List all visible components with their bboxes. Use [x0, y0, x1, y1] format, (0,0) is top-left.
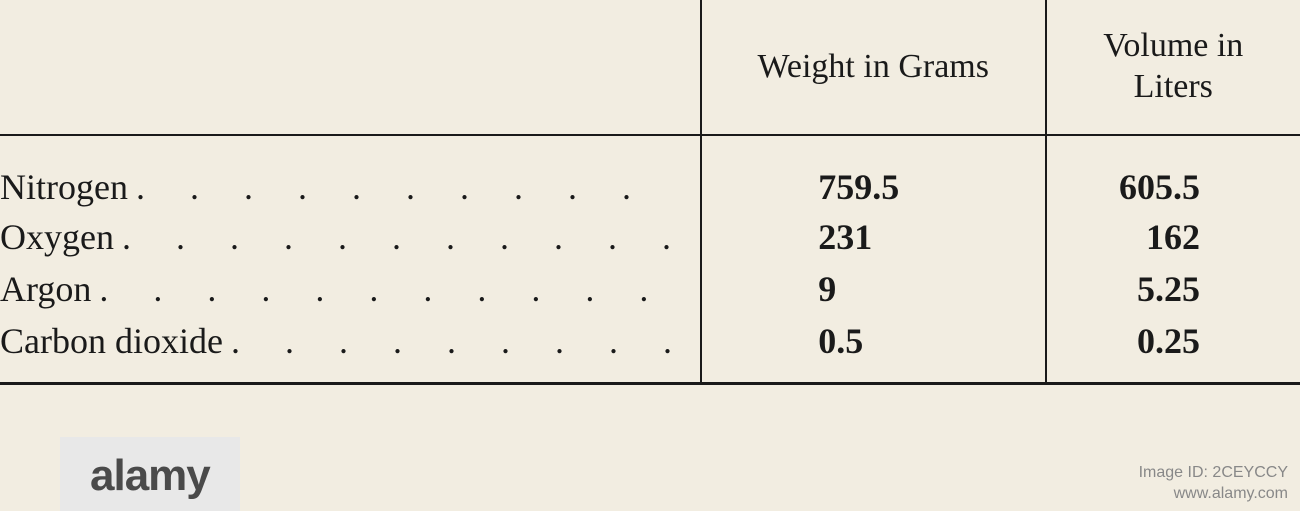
- row-volume-cell: 162: [1046, 212, 1300, 264]
- alamy-logo: alamy: [60, 437, 240, 511]
- header-weight-column: Weight in Grams: [701, 0, 1046, 135]
- gas-composition-table-container: Weight in Grams Volume in Liters Nitroge…: [0, 0, 1300, 385]
- row-label-cell: Argon. . . . . . . . . . .: [0, 264, 701, 316]
- table-row: Nitrogen. . . . . . . . . . 759.5 605.5: [0, 135, 1300, 212]
- row-weight-cell: 759.5: [701, 135, 1046, 212]
- header-volume-line2: Liters: [1134, 68, 1213, 105]
- leader-dots: . . . . . . . . .: [231, 321, 690, 361]
- row-volume-cell: 605.5: [1046, 135, 1300, 212]
- weight-value: 9: [818, 268, 928, 310]
- header-weight-text: Weight in Grams: [758, 48, 989, 85]
- weight-value: 759.5: [818, 166, 928, 208]
- row-weight-cell: 0.5: [701, 316, 1046, 382]
- alamy-logo-text: alamy: [90, 451, 210, 500]
- gas-name: Oxygen: [0, 217, 114, 257]
- leader-dots: . . . . . . . . . .: [136, 167, 649, 207]
- table-row: Carbon dioxide. . . . . . . . . 0.5 0.25: [0, 316, 1300, 382]
- leader-dots: . . . . . . . . . . .: [99, 269, 666, 309]
- image-id-text: Image ID: 2CEYCCY: [1139, 464, 1288, 481]
- volume-value: 0.25: [1137, 321, 1200, 361]
- watermark-container: alamy Image ID: 2CEYCCY www.alamy.com: [0, 437, 1300, 511]
- row-label-cell: Carbon dioxide. . . . . . . . .: [0, 316, 701, 382]
- header-volume-line1: Volume in: [1103, 27, 1243, 64]
- table-bottom-rule: [0, 382, 1300, 385]
- header-volume-column: Volume in Liters: [1046, 0, 1300, 135]
- volume-value: 5.25: [1137, 269, 1200, 309]
- row-label-cell: Oxygen. . . . . . . . . . .: [0, 212, 701, 264]
- table-header-row: Weight in Grams Volume in Liters: [0, 0, 1300, 135]
- table-row: Argon. . . . . . . . . . . 9 5.25: [0, 264, 1300, 316]
- leader-dots: . . . . . . . . . . .: [122, 217, 689, 257]
- table-row: Oxygen. . . . . . . . . . . 231 162: [0, 212, 1300, 264]
- weight-value: 231: [818, 216, 928, 258]
- row-weight-cell: 231: [701, 212, 1046, 264]
- weight-value: 0.5: [818, 320, 928, 362]
- gas-name: Nitrogen: [0, 167, 128, 207]
- image-id-block: Image ID: 2CEYCCY www.alamy.com: [1139, 463, 1300, 511]
- gas-name: Carbon dioxide: [0, 321, 223, 361]
- header-label-column: [0, 0, 701, 135]
- row-volume-cell: 0.25: [1046, 316, 1300, 382]
- row-label-cell: Nitrogen. . . . . . . . . .: [0, 135, 701, 212]
- volume-value: 162: [1146, 217, 1200, 257]
- row-weight-cell: 9: [701, 264, 1046, 316]
- volume-value: 605.5: [1119, 167, 1200, 207]
- gas-name: Argon: [0, 269, 91, 309]
- image-source-url: www.alamy.com: [1174, 485, 1288, 502]
- row-volume-cell: 5.25: [1046, 264, 1300, 316]
- gas-composition-table: Weight in Grams Volume in Liters Nitroge…: [0, 0, 1300, 382]
